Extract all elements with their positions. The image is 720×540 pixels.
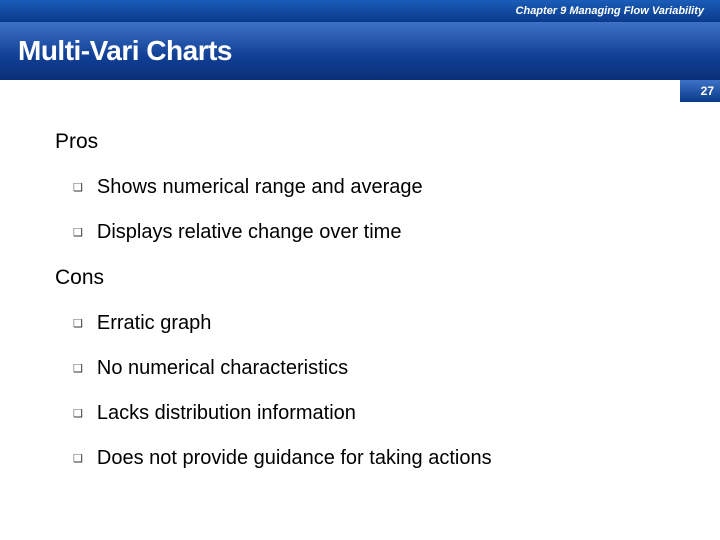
bullet-text: Displays relative change over time [97, 221, 402, 244]
slide-title: Multi-Vari Charts [18, 35, 232, 66]
bullet-icon: ❑ [73, 226, 83, 239]
slide: Chapter 9 Managing Flow Variability Mult… [0, 0, 720, 540]
bullet-text: Shows numerical range and average [97, 176, 423, 199]
chapter-text: Chapter 9 Managing Flow Variability [516, 5, 704, 17]
list-item: ❑ Erratic graph [55, 312, 680, 335]
list-item: ❑ Shows numerical range and average [55, 176, 680, 199]
bullet-icon: ❑ [73, 407, 83, 420]
list-item: ❑ Lacks distribution information [55, 402, 680, 425]
bullet-icon: ❑ [73, 181, 83, 194]
bullet-icon: ❑ [73, 362, 83, 375]
bullet-icon: ❑ [73, 317, 83, 330]
page-number-bar: 27 [680, 80, 720, 102]
page-number: 27 [701, 84, 714, 98]
list-item: ❑ Does not provide guidance for taking a… [55, 447, 680, 470]
list-item: ❑ No numerical characteristics [55, 357, 680, 380]
bullet-text: Erratic graph [97, 312, 212, 335]
bullet-text: Does not provide guidance for taking act… [97, 447, 492, 470]
cons-heading: Cons [55, 266, 680, 290]
bullet-text: Lacks distribution information [97, 402, 356, 425]
list-item: ❑ Displays relative change over time [55, 221, 680, 244]
bullet-text: No numerical characteristics [97, 357, 348, 380]
chapter-bar: Chapter 9 Managing Flow Variability [0, 0, 720, 22]
pros-heading: Pros [55, 130, 680, 154]
slide-body: Pros ❑ Shows numerical range and average… [55, 130, 680, 492]
title-bar: Multi-Vari Charts [0, 22, 720, 80]
bullet-icon: ❑ [73, 452, 83, 465]
